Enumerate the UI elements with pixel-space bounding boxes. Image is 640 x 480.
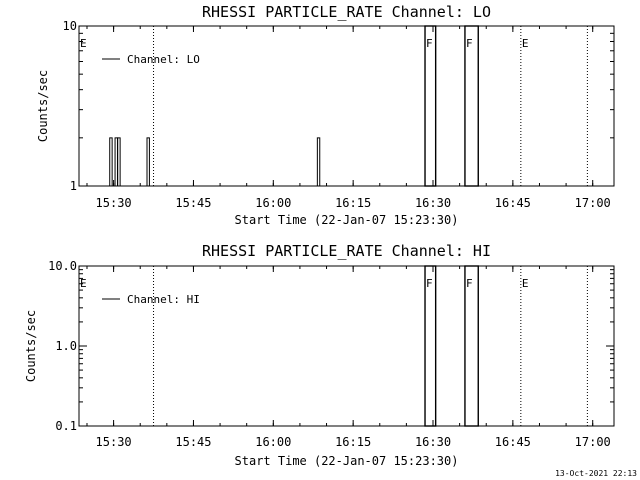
- data-spike: [146, 137, 150, 186]
- x-tick-label: 15:30: [96, 435, 132, 449]
- data-spike: [109, 137, 113, 186]
- flag-label: F: [426, 37, 433, 50]
- x-tick-label: 16:15: [335, 196, 371, 210]
- x-tick-label: 17:00: [575, 435, 611, 449]
- legend-entry-label: Channel: LO: [127, 53, 200, 66]
- x-tick-label: 15:45: [175, 435, 211, 449]
- flag-interval-box: [464, 25, 479, 187]
- footer-timestamp: 13-Oct-2021 22:13: [555, 469, 637, 478]
- y-tick-label: 10.0: [48, 259, 77, 273]
- chart-title: RHESSI PARTICLE_RATE Channel: HI: [202, 242, 491, 260]
- legend-entry-label: Channel: HI: [127, 293, 200, 306]
- y-tick-label: 1.0: [55, 339, 77, 353]
- x-axis-label: Start Time (22-Jan-07 15:23:30): [235, 454, 459, 468]
- flag-label: E: [522, 277, 529, 290]
- data-spike: [114, 137, 118, 186]
- flag-interval-box: [424, 25, 437, 187]
- x-tick-label: 16:30: [415, 435, 451, 449]
- x-tick-label: 15:45: [175, 196, 211, 210]
- y-tick-label: 10: [63, 19, 77, 33]
- flag-interval-box: [464, 265, 479, 427]
- y-axis-label: Counts/sec: [36, 70, 50, 142]
- plot-frame: [78, 25, 615, 187]
- data-spike: [316, 137, 321, 186]
- y-tick-label: 0.1: [55, 419, 77, 433]
- flag-interval-box: [424, 265, 437, 427]
- x-tick-label: 16:45: [495, 196, 531, 210]
- panel-lo-channel: RHESSI PARTICLE_RATE Channel: LO 15:30 15:…: [36, 3, 615, 227]
- data-spike: [117, 137, 121, 186]
- flag-label: E: [522, 37, 529, 50]
- y-axis-label: Counts/sec: [24, 310, 38, 382]
- x-tick-label: 16:30: [415, 196, 451, 210]
- x-tick-label: 17:00: [575, 196, 611, 210]
- x-tick-label: 16:00: [255, 435, 291, 449]
- flag-label: F: [466, 277, 473, 290]
- y-tick-label: 1: [70, 179, 77, 193]
- chart-title: RHESSI PARTICLE_RATE Channel: LO: [202, 3, 491, 21]
- panel-hi-channel: RHESSI PARTICLE_RATE Channel: HI 15:30 15:…: [24, 242, 615, 468]
- flag-label: F: [426, 277, 433, 290]
- x-tick-label: 16:00: [255, 196, 291, 210]
- x-axis-label: Start Time (22-Jan-07 15:23:30): [235, 213, 459, 227]
- x-tick-label: 16:15: [335, 435, 371, 449]
- plot-frame: [78, 265, 615, 427]
- flag-label: E: [80, 277, 87, 290]
- x-tick-label: 15:30: [96, 196, 132, 210]
- x-tick-label: 16:45: [495, 435, 531, 449]
- flag-label: E: [80, 37, 87, 50]
- flag-label: F: [466, 37, 473, 50]
